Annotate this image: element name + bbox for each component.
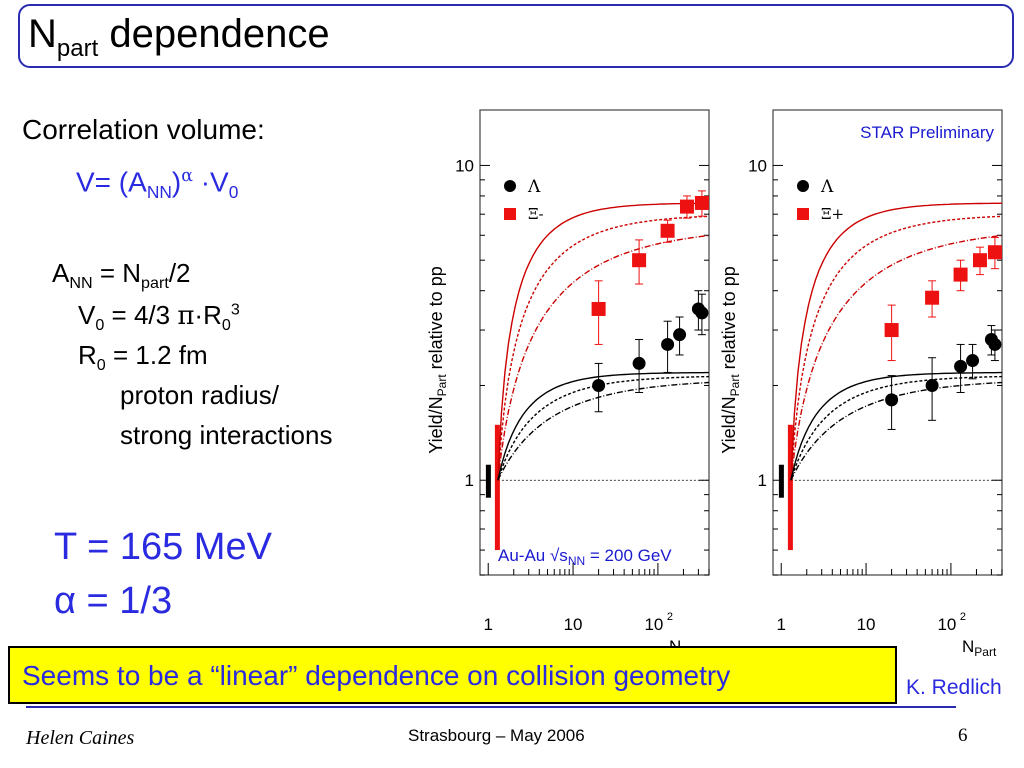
panel2-chart-title: STAR Preliminary <box>860 123 994 142</box>
panel1-model-curve-red <box>497 215 710 481</box>
panel2-data-point-square <box>925 290 940 305</box>
credit-label: K. Redlich <box>906 676 1002 699</box>
panel1-y-tick-label: 1 <box>465 471 474 490</box>
panel2-pp-uncertainty-black <box>778 464 784 498</box>
panel1-frame <box>479 109 710 576</box>
panel2-pp-uncertainty-red <box>787 424 793 551</box>
panel1-pp-uncertainty-red <box>494 424 500 551</box>
panel2-x-tick-label: 1 <box>776 615 785 634</box>
panel2-x-axis-label: NPart <box>962 637 997 659</box>
title-frame <box>18 4 1014 68</box>
panel1-model-curve-black <box>497 371 709 481</box>
panel2-frame <box>772 109 1003 576</box>
panel1-model-curve-black <box>497 381 710 481</box>
panel2-model-curve-black <box>790 371 1002 481</box>
volume-formula: V= (ANN)α ·V0 <box>76 166 239 202</box>
panel1-x-tick-label: 10 <box>644 615 663 634</box>
v0-formula: V0 = 4/3 π·R03 <box>78 300 240 335</box>
panel2-data-point-square <box>987 245 1002 260</box>
panel1-data-point-circle <box>673 328 687 342</box>
panel2-x-tick-exponent: 2 <box>960 611 966 623</box>
conclusion-banner: Seems to be a “linear” dependence on col… <box>8 646 897 704</box>
temperature-value: T = 165 MeV <box>54 526 272 568</box>
panel2-model-curve-black <box>790 375 1003 481</box>
r0-formula: R0 = 1.2 fm <box>78 340 208 375</box>
panel1-model-curve-black <box>497 375 710 481</box>
radius-line-2: strong interactions <box>120 420 333 450</box>
radius-line-1: proton radius/ <box>120 380 279 410</box>
panel1-data-point-square <box>679 199 694 214</box>
panel1-legend-marker-square <box>504 208 516 220</box>
panel2-data-point-square <box>953 267 968 282</box>
ann-formula: ANN = Npart/2 <box>52 258 191 293</box>
panel1-x-tick-exponent: 2 <box>667 611 673 623</box>
panel2-data-point-square <box>884 323 899 338</box>
panel1-data-point-square <box>632 253 647 268</box>
panel1-data-point-circle <box>695 306 709 320</box>
slide-title: Npart dependence <box>28 12 330 62</box>
correlation-label: Correlation volume: <box>22 114 265 145</box>
panel1-x-tick-label: 10 <box>564 615 583 634</box>
conclusion-text: Seems to be a “linear” dependence on col… <box>22 660 731 691</box>
panel2-data-point-circle <box>885 393 899 407</box>
panel1-data-point-circle <box>632 356 646 370</box>
panel1-legend-marker-circle <box>504 180 516 192</box>
panel2-y-tick-label: 10 <box>748 156 767 175</box>
panel2-data-point-square <box>972 253 987 268</box>
panel2-x-tick-label: 10 <box>937 615 956 634</box>
panel1-data-point-square <box>694 195 709 210</box>
npart-chart: 10 1 1 10 10 2 Yield/NPart relative to pp NPart… <box>426 109 1003 659</box>
panel1-pp-uncertainty-black <box>485 464 491 498</box>
panel1-data-point-circle <box>661 337 675 351</box>
venue-label: Strasbourg – May 2006 <box>408 726 585 745</box>
panel2-model-curve-red <box>790 215 1003 481</box>
panel1-data-point-square <box>591 301 606 316</box>
footer-divider <box>26 706 956 708</box>
author-name: Helen Caines <box>26 727 135 749</box>
panel2-data-point-circle <box>966 354 980 368</box>
panel2-legend-label: Ξ+ <box>821 205 844 223</box>
panel1-y-tick-label: 10 <box>455 156 474 175</box>
alpha-value: α = 1/3 <box>54 580 173 622</box>
panel2-legend-marker-square <box>797 208 809 220</box>
panel2-data-point-circle <box>954 359 968 373</box>
panel1-x-tick-label: 1 <box>483 615 492 634</box>
panel1-model-curve-red <box>497 202 710 481</box>
panel2-data-point-circle <box>988 337 1002 351</box>
panel2-y-tick-label: 1 <box>758 471 767 490</box>
panel1-model-curve-red <box>497 234 710 481</box>
page-number: 6 <box>958 725 968 746</box>
panel2-legend-label: Λ <box>820 177 834 197</box>
panel1-legend-label: Λ <box>527 177 541 197</box>
panel2-x-tick-label: 10 <box>857 615 876 634</box>
panel2-legend-marker-circle <box>797 180 809 192</box>
panel1-data-point-circle <box>592 378 606 392</box>
panel1-y-axis-label: Yield/NPart relative to pp <box>426 266 449 453</box>
panel1-energy-annotation: Au-Au √sNN = 200 GeV <box>498 546 672 568</box>
panel1-legend-label: Ξ- <box>528 205 544 223</box>
panel2-model-curve-red <box>790 202 1003 481</box>
panel1-data-point-square <box>660 223 675 238</box>
panel2-y-axis-label: Yield/NPart relative to pp <box>719 266 742 453</box>
panel2-data-point-circle <box>925 378 939 392</box>
